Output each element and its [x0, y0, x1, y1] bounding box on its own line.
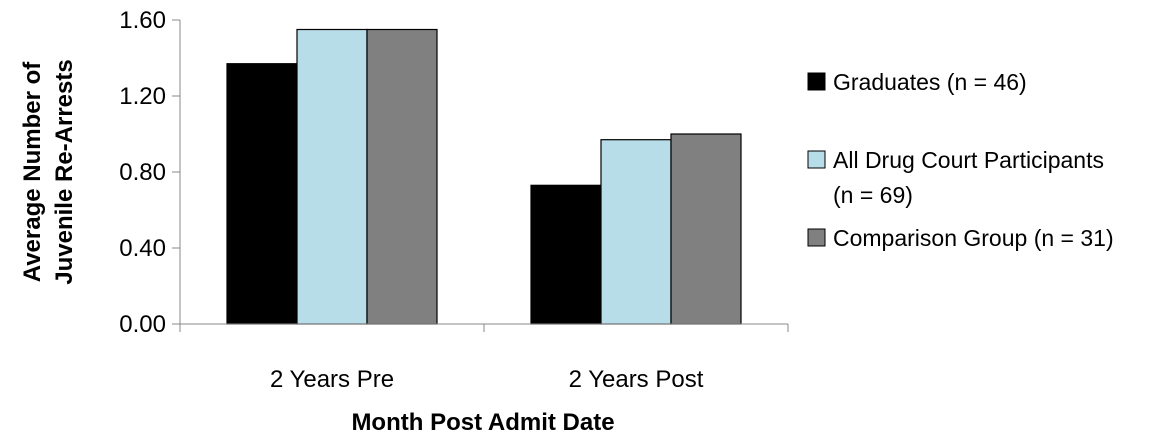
bar	[600, 139, 672, 325]
y-tick-label: 0.80	[119, 159, 166, 186]
y-axis-title-line-2: Juvenile Re-Arrests	[51, 59, 78, 284]
y-axis-ticks: 0.00 0.40 0.80 1.20 1.60	[119, 7, 180, 338]
x-tick-label: 2 Years Post	[569, 366, 704, 393]
legend-swatch	[807, 150, 826, 169]
axes	[179, 20, 789, 332]
y-tick-label: 0.40	[119, 235, 166, 262]
legend-swatch	[807, 72, 826, 91]
bar	[296, 28, 368, 325]
legend-label: All Drug Court Participants	[833, 147, 1104, 173]
legend-label: Comparison Group (n = 31)	[833, 225, 1114, 251]
bar	[226, 63, 298, 325]
legend: Graduates (n = 46) All Drug Court Partici…	[807, 69, 1114, 251]
x-axis-ticks: 2 Years Pre 2 Years Post	[270, 366, 704, 393]
legend-label: Graduates (n = 46)	[833, 69, 1027, 95]
bar	[530, 184, 602, 325]
bar	[366, 28, 438, 325]
bars	[226, 28, 742, 325]
x-tick-label: 2 Years Pre	[270, 366, 394, 393]
legend-label: (n = 69)	[833, 182, 913, 208]
y-tick-label: 0.00	[119, 311, 166, 338]
bar	[670, 133, 742, 325]
x-axis-title: Month Post Admit Date	[351, 409, 614, 436]
legend-swatch	[807, 228, 826, 247]
y-axis-title: Average Number of Juvenile Re-Arrests	[19, 59, 78, 284]
y-tick-label: 1.60	[119, 7, 166, 34]
y-axis-title-line-1: Average Number of	[19, 61, 46, 283]
y-tick-label: 1.20	[119, 83, 166, 110]
